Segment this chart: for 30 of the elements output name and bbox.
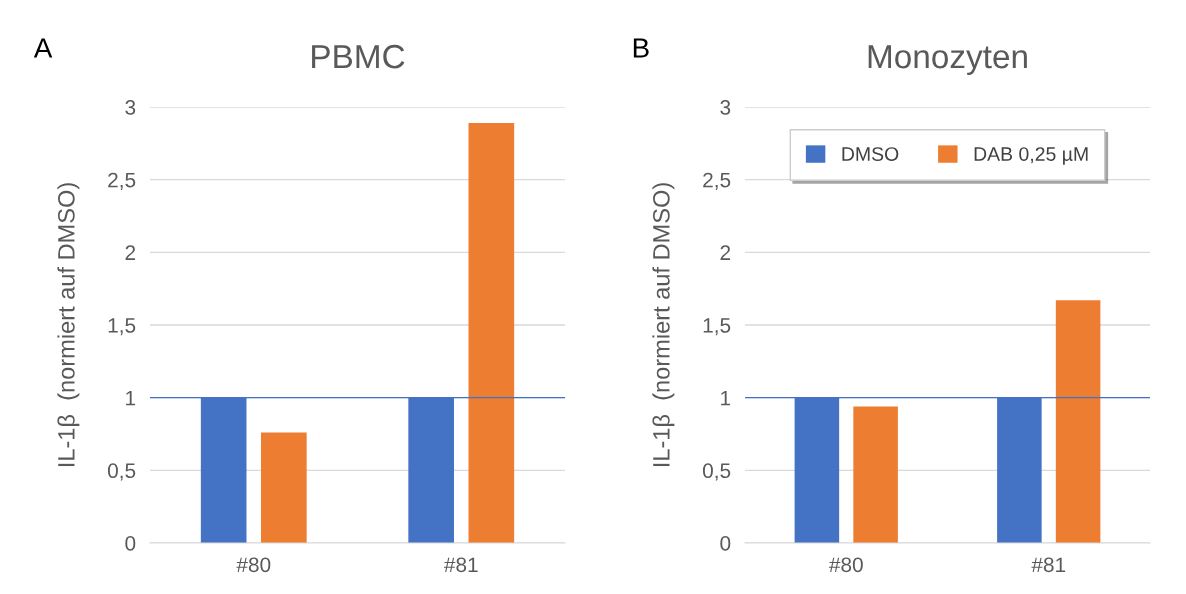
legend-label: DAB 0,25 µM bbox=[974, 147, 1088, 165]
y-tick-label: 2 bbox=[125, 245, 136, 260]
y-tick-label: 2,5 bbox=[108, 172, 136, 190]
y-tick-label: 2,5 bbox=[703, 172, 731, 190]
y-tick-label: 1 bbox=[126, 390, 136, 406]
x-tick-label: #80 bbox=[236, 557, 271, 573]
y-tick-label: 0 bbox=[720, 536, 731, 551]
bar bbox=[468, 122, 515, 543]
bar bbox=[853, 406, 898, 543]
y-axis-title: IL-1β (normiert auf DMSO) bbox=[57, 183, 80, 467]
y-tick-label: 1,5 bbox=[703, 318, 731, 336]
text: B bbox=[633, 38, 649, 58]
x-tick-label: #81 bbox=[1031, 557, 1066, 573]
y-tick-label: 0 bbox=[125, 536, 136, 551]
y-axis-title: IL-1β (normiert auf DMSO) bbox=[652, 183, 675, 467]
bar bbox=[261, 432, 307, 543]
y-tick-label: 0,5 bbox=[107, 463, 136, 481]
y-tick-label: 2 bbox=[720, 245, 731, 260]
y-tick-label: 1 bbox=[721, 390, 731, 406]
x-tick-label: #81 bbox=[443, 557, 478, 573]
text: A bbox=[33, 38, 53, 58]
bar bbox=[1055, 300, 1101, 543]
y-tick-label: 1,5 bbox=[108, 318, 136, 336]
y-tick-label: 0,5 bbox=[702, 463, 731, 481]
chart-title: PBMC bbox=[312, 44, 405, 69]
x-tick-label: #80 bbox=[828, 557, 863, 573]
chart-title: Monozyten bbox=[868, 45, 1027, 76]
legend-label: DMSO bbox=[842, 147, 899, 161]
y-tick-label: 3 bbox=[125, 100, 136, 115]
y-tick-label: 3 bbox=[720, 100, 731, 115]
